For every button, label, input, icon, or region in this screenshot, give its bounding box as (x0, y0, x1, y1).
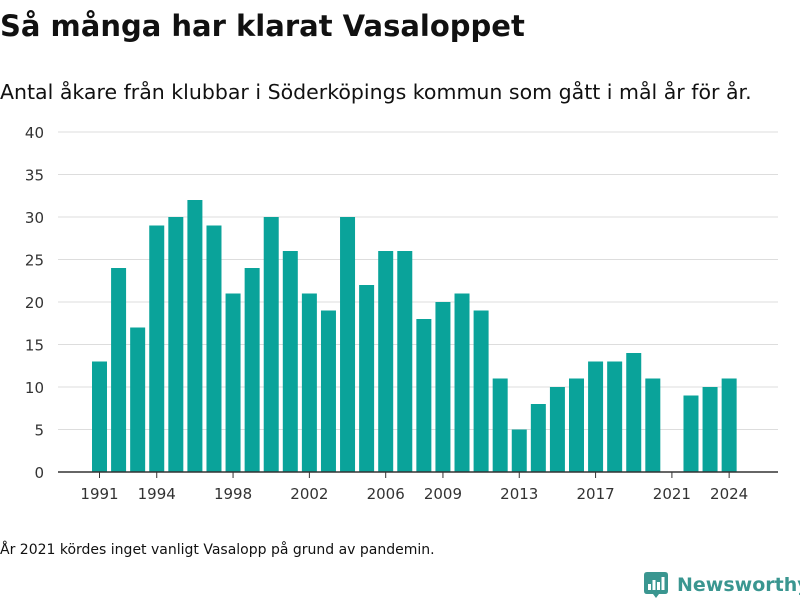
bar (626, 353, 642, 472)
x-tick-label: 2021 (653, 485, 691, 503)
bar (301, 293, 317, 472)
y-tick-label: 15 (25, 337, 44, 355)
y-tick-label: 40 (25, 124, 44, 142)
x-tick-label: 2006 (367, 485, 405, 503)
y-tick-label: 5 (34, 422, 44, 440)
y-tick-label: 20 (25, 294, 44, 312)
x-tick-label: 2017 (576, 485, 614, 503)
bar (359, 285, 375, 472)
bar (435, 302, 451, 472)
y-tick-label: 35 (25, 167, 44, 185)
bar (645, 378, 661, 472)
bar (588, 361, 604, 472)
bar (607, 361, 623, 472)
bar (168, 217, 184, 472)
bar (683, 395, 699, 472)
bar (530, 404, 546, 472)
brand-logo: Newsworthy (644, 570, 800, 600)
bar (721, 378, 737, 472)
bar (206, 225, 222, 472)
bar (263, 217, 279, 472)
chart-subtitle: Antal åkare från klubbar i Söderköpings … (0, 80, 752, 104)
bar (454, 293, 470, 472)
y-tick-label: 10 (25, 379, 44, 397)
bar (473, 310, 489, 472)
x-tick-label: 2009 (424, 485, 462, 503)
bar (320, 310, 336, 472)
bar (378, 251, 394, 472)
x-tick-label: 2002 (290, 485, 328, 503)
bar (92, 361, 107, 472)
bar (149, 225, 165, 472)
footnote: År 2021 kördes inget vanligt Vasalopp på… (0, 542, 435, 558)
bar (492, 378, 508, 472)
bar (569, 378, 584, 472)
x-tick-label: 2024 (710, 485, 748, 503)
x-tick-label: 1991 (80, 485, 118, 503)
bar (702, 387, 718, 472)
brand-name: Newsworthy (677, 574, 800, 596)
bar (225, 293, 241, 472)
bar (111, 268, 127, 472)
y-tick-label: 30 (25, 209, 44, 227)
bar-chart: 0 5 10 15 20 25 30 35 40 1991 1994 1998 2002 2006 2009… (25, 124, 778, 503)
x-tick-label: 1994 (138, 485, 176, 503)
bar (282, 251, 298, 472)
y-tick-label: 0 (34, 464, 44, 482)
bar (511, 429, 527, 472)
bar (244, 268, 260, 472)
y-tick-label: 25 (25, 252, 44, 270)
bar-chart-badge-icon (644, 572, 668, 598)
bar (416, 319, 432, 472)
bar (340, 217, 356, 472)
x-tick-label: 2013 (500, 485, 538, 503)
bar (130, 327, 146, 472)
x-tick-label: 1998 (214, 485, 252, 503)
bar (397, 251, 413, 472)
bar (187, 200, 203, 472)
chart-title: Så många har klarat Vasaloppet (0, 9, 525, 43)
bar (549, 387, 565, 472)
